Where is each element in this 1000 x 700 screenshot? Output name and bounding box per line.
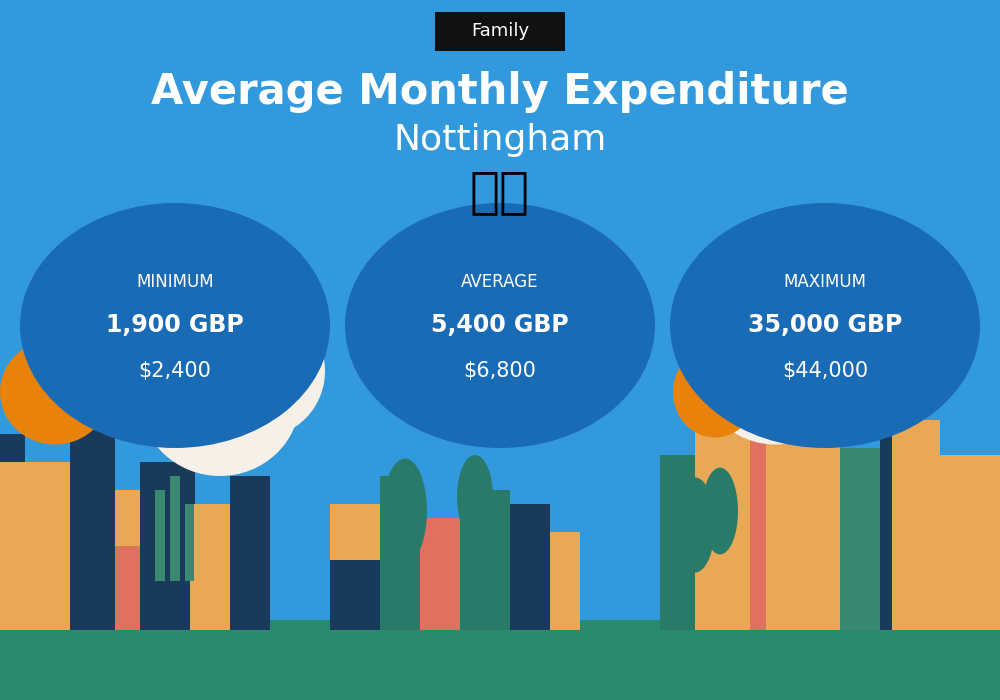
Ellipse shape	[675, 477, 715, 573]
Bar	[70, 420, 115, 630]
Bar	[750, 434, 766, 630]
Bar	[190, 504, 235, 630]
Text: 5,400 GBP: 5,400 GBP	[431, 314, 569, 337]
Ellipse shape	[383, 458, 427, 564]
Bar	[940, 455, 1000, 630]
Bar	[380, 476, 420, 630]
Bar	[140, 462, 195, 630]
Bar	[510, 504, 550, 630]
Text: MINIMUM: MINIMUM	[136, 273, 214, 291]
Ellipse shape	[457, 455, 493, 539]
Bar	[115, 490, 150, 630]
Ellipse shape	[140, 322, 300, 476]
Bar	[750, 434, 790, 630]
Bar	[880, 420, 892, 630]
Bar	[550, 532, 580, 630]
Text: AVERAGE: AVERAGE	[461, 273, 539, 291]
Text: 🇬🇧: 🇬🇧	[470, 169, 530, 216]
Ellipse shape	[345, 203, 655, 448]
Text: Nottingham: Nottingham	[393, 123, 607, 157]
Bar	[0, 620, 1000, 700]
Text: MAXIMUM: MAXIMUM	[784, 273, 866, 291]
Text: $2,400: $2,400	[139, 361, 211, 381]
Bar	[460, 490, 510, 630]
Bar	[330, 560, 380, 630]
Bar	[420, 518, 460, 630]
Bar	[840, 448, 880, 630]
Ellipse shape	[700, 298, 850, 444]
Bar	[0, 434, 25, 630]
Ellipse shape	[702, 468, 738, 554]
Bar	[185, 504, 194, 581]
Bar	[230, 476, 270, 630]
Text: 1,900 GBP: 1,900 GBP	[106, 314, 244, 337]
Bar	[790, 420, 840, 630]
Text: Average Monthly Expenditure: Average Monthly Expenditure	[151, 71, 849, 113]
Ellipse shape	[673, 346, 757, 438]
Bar	[330, 504, 380, 630]
Bar	[155, 490, 165, 581]
Text: $44,000: $44,000	[782, 361, 868, 381]
Bar	[880, 420, 940, 630]
Bar	[170, 476, 180, 581]
Ellipse shape	[755, 276, 885, 410]
Bar	[115, 546, 150, 630]
Ellipse shape	[0, 340, 110, 444]
Ellipse shape	[20, 203, 330, 448]
Ellipse shape	[195, 304, 325, 438]
Text: $6,800: $6,800	[464, 361, 536, 381]
Text: 35,000 GBP: 35,000 GBP	[748, 314, 902, 337]
Bar	[0, 462, 70, 630]
Ellipse shape	[670, 203, 980, 448]
Bar	[660, 455, 698, 630]
Text: Family: Family	[471, 22, 529, 41]
FancyBboxPatch shape	[435, 12, 565, 51]
Bar	[695, 406, 753, 630]
